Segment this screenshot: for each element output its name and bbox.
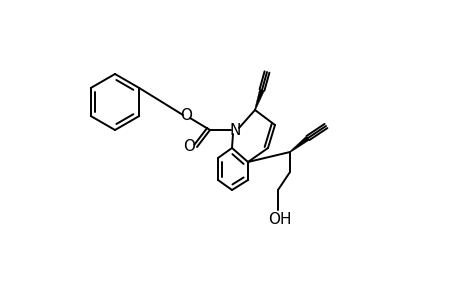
Text: O: O <box>179 107 191 122</box>
Polygon shape <box>289 136 309 152</box>
Text: OH: OH <box>268 212 291 226</box>
Text: N: N <box>229 122 240 137</box>
Text: O: O <box>183 139 195 154</box>
Polygon shape <box>254 89 264 110</box>
